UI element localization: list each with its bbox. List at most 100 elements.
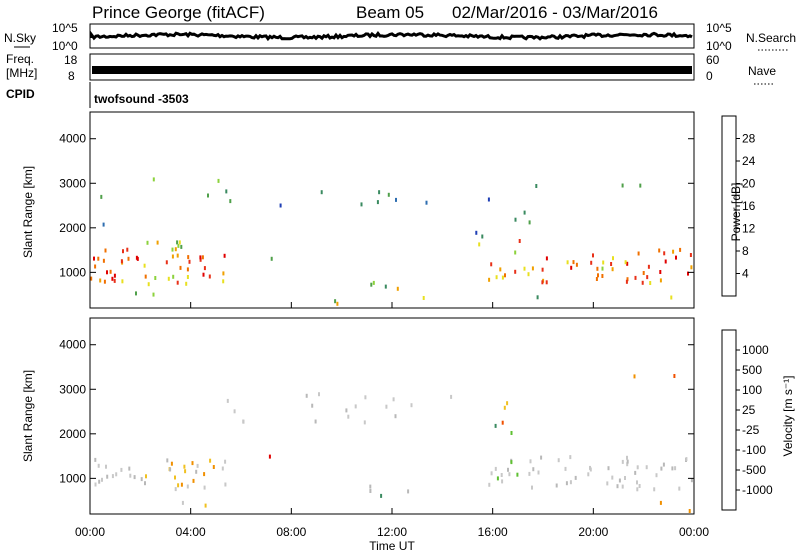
- heatmap-cell: [202, 272, 205, 277]
- heatmap-cell: [500, 473, 503, 477]
- heatmap-cell: [314, 419, 317, 424]
- heatmap-cell: [653, 487, 656, 492]
- heatmap-cell: [535, 184, 538, 188]
- heatmap-cell: [396, 286, 399, 291]
- heatmap-cell: [606, 481, 609, 486]
- cpid-label: CPID: [6, 87, 35, 101]
- heatmap-cell: [531, 266, 534, 271]
- heatmap-cell: [475, 230, 478, 235]
- nave-tick-bottom: 0: [706, 69, 713, 83]
- heatmap-cell: [565, 481, 568, 486]
- heatmap-cell: [318, 392, 320, 397]
- heatmap-cell: [207, 193, 209, 198]
- heatmap-cell: [659, 500, 662, 505]
- heatmap-cell: [181, 500, 184, 505]
- heatmap-cell: [233, 409, 236, 414]
- heatmap-cell: [195, 469, 198, 474]
- heatmap-cell: [504, 273, 506, 278]
- heatmap-cell: [360, 202, 363, 207]
- heatmap-cell: [217, 178, 220, 183]
- heatmap-cell: [655, 473, 658, 478]
- colorbar-tick-label: 500: [742, 363, 762, 377]
- ytick-label: 4000: [59, 132, 86, 146]
- heatmap-cell: [385, 404, 388, 409]
- heatmap-cell: [649, 281, 652, 285]
- heatmap-cell: [679, 247, 682, 252]
- heatmap-cell: [488, 482, 491, 487]
- heatmap-cell: [186, 484, 189, 489]
- velocity-ylabel: Slant Range [km]: [21, 370, 35, 462]
- heatmap-cell: [372, 280, 375, 285]
- freq-tick-top: 18: [64, 53, 78, 67]
- heatmap-cell: [501, 275, 504, 280]
- freq-label: Freq.: [6, 52, 34, 66]
- heatmap-cell: [621, 484, 624, 489]
- heatmap-cell: [222, 279, 225, 284]
- colorbar-tick-label: 100: [742, 383, 762, 397]
- heatmap-cell: [595, 277, 598, 281]
- heatmap-cell: [625, 279, 628, 284]
- heatmap-cell: [185, 281, 188, 286]
- heatmap-cell: [144, 481, 146, 486]
- velocity-colorbar-label: Velocity [m s⁻¹]: [781, 375, 795, 456]
- heatmap-cell: [672, 249, 675, 254]
- heatmap-cell: [191, 461, 194, 466]
- heatmap-cell: [166, 458, 169, 463]
- heatmap-cell: [133, 475, 136, 480]
- heatmap-cell: [407, 489, 410, 494]
- heatmap-cell: [192, 478, 195, 483]
- colorbar-tick-label: -1000: [742, 483, 773, 497]
- power-heatmap: [90, 177, 693, 306]
- heatmap-cell: [610, 262, 613, 266]
- heatmap-cell: [675, 255, 677, 260]
- colorbar-tick-label: 16: [742, 199, 756, 213]
- heatmap-cell: [481, 234, 484, 239]
- power-colorbar: 4 8 12 16 20 24 28: [721, 115, 756, 297]
- heatmap-cell: [212, 465, 215, 469]
- heatmap-cell: [523, 266, 526, 271]
- ytick-label: 2000: [59, 221, 86, 235]
- date-range: 02/Mar/2016 - 03/Mar/2016: [452, 3, 658, 22]
- heatmap-cell: [387, 192, 390, 197]
- heatmap-cell: [128, 466, 131, 471]
- heatmap-cell: [601, 266, 604, 271]
- heatmap-cell: [180, 482, 183, 487]
- heatmap-cell: [514, 217, 517, 222]
- heatmap-cell: [687, 271, 689, 276]
- heatmap-cell: [172, 274, 175, 279]
- heatmap-cell: [501, 479, 504, 484]
- heatmap-cell: [487, 197, 490, 202]
- heatmap-cell: [167, 276, 170, 281]
- power-panel-frame: [89, 111, 695, 309]
- heatmap-cell: [100, 194, 103, 199]
- heatmap-cell: [494, 423, 497, 428]
- heatmap-cell: [154, 276, 157, 280]
- heatmap-cell: [369, 489, 372, 493]
- heatmap-cell: [171, 247, 174, 252]
- heatmap-cell: [392, 397, 395, 402]
- cpid-value: twofsound -3503: [94, 92, 189, 106]
- heatmap-cell: [611, 475, 614, 480]
- heatmap-cell: [176, 240, 179, 245]
- colorbar-tick-label: -100: [742, 443, 766, 457]
- heatmap-cell: [174, 487, 177, 492]
- heatmap-cell: [105, 464, 107, 469]
- power-ylabel: Slant Range [km]: [21, 166, 35, 258]
- heatmap-cell: [225, 189, 228, 194]
- nsearch-tick-top: 10^5: [706, 21, 732, 35]
- heatmap-cell: [363, 420, 366, 425]
- heatmap-cell: [186, 267, 189, 272]
- colorbar-tick-label: 28: [742, 132, 756, 146]
- heatmap-cell: [177, 483, 180, 488]
- heatmap-cell: [633, 374, 636, 379]
- heatmap-cell: [590, 260, 593, 265]
- heatmap-cell: [144, 274, 147, 279]
- heatmap-cell: [380, 493, 383, 498]
- heatmap-cell: [369, 484, 372, 489]
- heatmap-cell: [646, 275, 649, 280]
- heatmap-cell: [199, 257, 202, 262]
- colorbar-frame: [721, 329, 737, 511]
- velocity-heatmap: [94, 374, 693, 513]
- heatmap-cell: [575, 262, 578, 267]
- xtick-label: 16:00: [478, 525, 508, 539]
